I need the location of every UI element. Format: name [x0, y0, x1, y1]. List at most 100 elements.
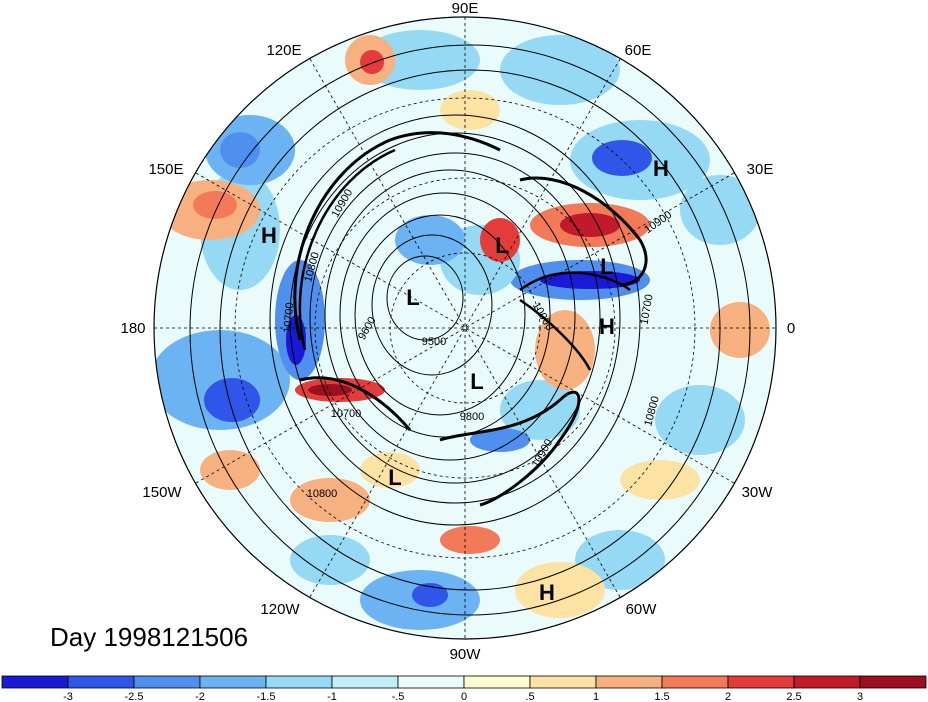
- lon-label-30e: 30E: [747, 161, 774, 178]
- jet-contour: [519, 298, 592, 371]
- height-contours: [189, 44, 751, 616]
- anomaly-blob: [655, 385, 745, 455]
- contour-line: [269, 114, 641, 526]
- contour-label: 9800: [460, 411, 484, 423]
- contour-line: [324, 169, 576, 461]
- colorbar-tick-label: .5: [525, 691, 534, 702]
- lon-label-120e: 120E: [266, 42, 301, 59]
- contour-label: 10800: [307, 488, 338, 500]
- timestamp-label: Day 1998121506: [50, 622, 248, 652]
- anomaly-blob: [440, 526, 500, 554]
- parallel-circle: [389, 252, 541, 404]
- colorbar-tick-label: -.5: [392, 691, 405, 702]
- contour-line: [289, 132, 621, 504]
- anomaly-blob: [290, 478, 370, 522]
- lon-label-150e: 150E: [148, 161, 183, 178]
- lon-label-60e: 60E: [625, 42, 652, 59]
- anomaly-blob: [500, 35, 620, 105]
- contour-line: [371, 234, 493, 376]
- parallel-circle: [314, 177, 616, 479]
- anomaly-blob: [395, 215, 465, 265]
- high-pressure-marker: H: [599, 314, 615, 339]
- high-pressure-marker: H: [539, 580, 555, 605]
- colorbar-swatch: [793, 675, 861, 689]
- contour-line: [339, 192, 551, 438]
- anomaly-blob: [560, 213, 620, 237]
- lon-label-90w: 90W: [450, 646, 482, 663]
- graticule: [154, 17, 776, 639]
- jet-contour: [298, 148, 396, 351]
- anomaly-blob: [200, 450, 260, 490]
- contour-line: [354, 214, 526, 416]
- high-pressure-marker: H: [261, 223, 277, 248]
- colorbar-swatch: [1, 675, 69, 689]
- colorbar-swatch: [397, 675, 465, 689]
- contour-label: 9500: [422, 336, 446, 348]
- colorbar-tick-label: -1.5: [257, 691, 276, 702]
- jet-contour: [439, 390, 581, 507]
- colorbar: -3 -2.5 -2 -1.5 -1 -.5 0 .5 1 1.5 2 2.5 3: [1, 675, 927, 702]
- jet-contour: [299, 376, 412, 431]
- lon-label-150w: 150W: [142, 484, 182, 501]
- low-pressure-marker: L: [388, 465, 401, 490]
- anomaly-blob: [360, 50, 384, 74]
- colorbar-swatch: [859, 675, 927, 689]
- colorbar-tick-label: -2: [195, 691, 205, 702]
- anomaly-blob: [540, 271, 640, 289]
- lon-label-60w: 60W: [626, 601, 658, 618]
- colorbar-swatch: [661, 675, 729, 689]
- low-pressure-marker: L: [470, 369, 483, 394]
- anomaly-blob: [290, 535, 370, 585]
- contour-line: [309, 152, 601, 484]
- anomaly-blob: [220, 132, 260, 168]
- anomaly-blob: [193, 191, 237, 219]
- anomaly-blob: [535, 310, 595, 390]
- jet-contour: [293, 131, 501, 341]
- meridian-line: [195, 172, 735, 484]
- colorbar-swatch: [727, 675, 795, 689]
- longitude-labels: 90E 60E 30E 0 30W 60W 90W 120W 150W 180 …: [120, 0, 795, 663]
- pressure-centers: H H L L L H L L H: [261, 156, 669, 605]
- contour-line: [386, 255, 464, 341]
- contour-line: [189, 44, 751, 616]
- anomaly-blob: [470, 428, 530, 452]
- colorbar-swatch: [67, 675, 135, 689]
- colorbar-tick-label: 0: [461, 691, 467, 702]
- globe-outline: [153, 16, 777, 640]
- contour-line: [219, 69, 721, 591]
- colorbar-swatch: [199, 675, 267, 689]
- contour-label: 10700: [638, 293, 655, 325]
- colorbar-swatch: [133, 675, 201, 689]
- lon-label-0: 0: [787, 320, 795, 337]
- contour-label: 10700: [331, 408, 362, 420]
- low-pressure-marker: L: [495, 233, 508, 258]
- meridian-line: [309, 58, 621, 598]
- colorbar-tick-label: -2.5: [125, 691, 144, 702]
- low-pressure-marker: L: [406, 285, 419, 310]
- contour-label: 10700: [282, 302, 297, 334]
- lon-label-30w: 30W: [742, 484, 774, 501]
- anomaly-blob: [592, 140, 652, 176]
- colorbar-tick-label: 1: [593, 691, 599, 702]
- anomaly-blob: [480, 218, 520, 262]
- colorbar-swatch: [595, 675, 663, 689]
- high-pressure-marker: H: [653, 156, 669, 181]
- jet-contour: [519, 271, 631, 292]
- anomaly-field: [154, 17, 776, 639]
- colorbar-swatch: [529, 675, 597, 689]
- anomaly-blob: [515, 562, 605, 618]
- colorbar-tick-label: 3: [857, 691, 863, 702]
- colorbar-swatch: [331, 675, 399, 689]
- colorbar-tick-label: -1: [327, 691, 337, 702]
- anomaly-blob: [440, 90, 500, 130]
- colorbar-swatch: [463, 675, 531, 689]
- meridian-line: [309, 58, 621, 598]
- parallel-circle: [234, 97, 696, 559]
- anomaly-blob: [620, 460, 700, 500]
- lon-label-180: 180: [120, 320, 145, 337]
- lon-label-90e: 90E: [452, 0, 479, 17]
- colorbar-tick-label: 2: [725, 691, 731, 702]
- lon-label-120w: 120W: [260, 601, 300, 618]
- colorbar-tick-label: -3: [63, 691, 73, 702]
